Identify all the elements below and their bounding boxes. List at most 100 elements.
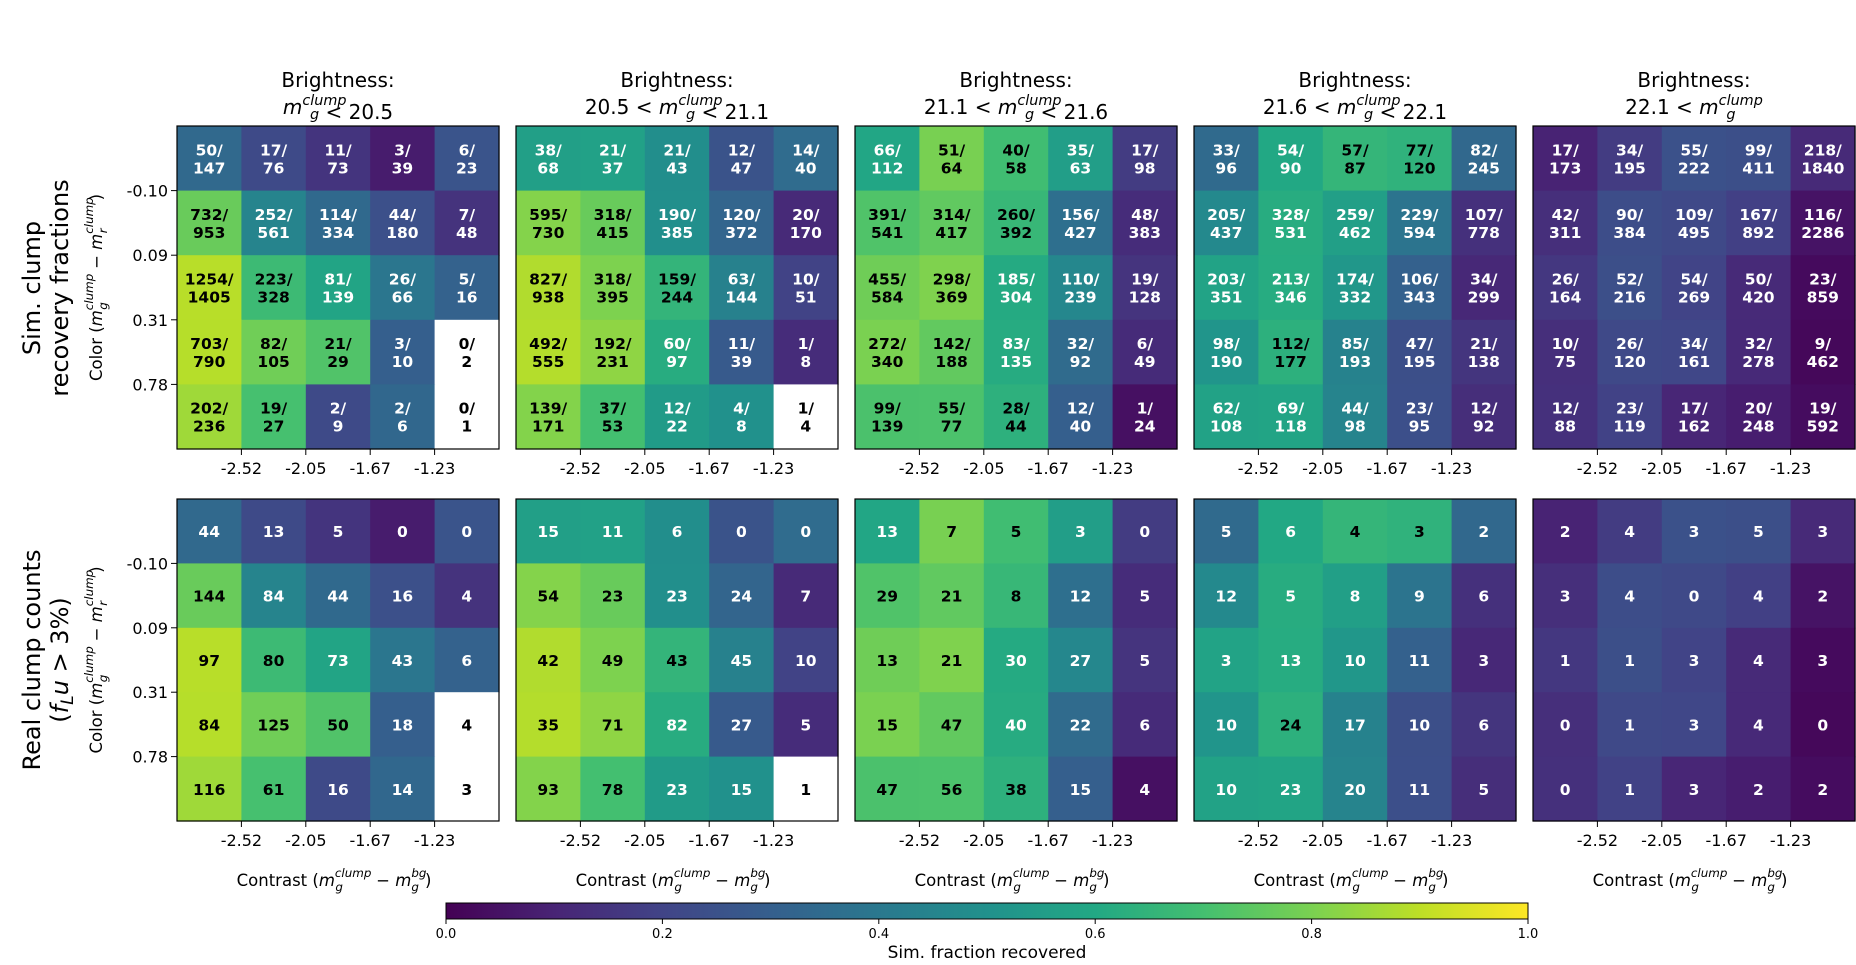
cell-value-numerator: 26/ [1616,335,1644,353]
sim-cell [1451,384,1517,450]
cell-count: 6 [1139,716,1150,734]
sim-cell [516,319,581,385]
cell-value-denominator: 138 [1468,353,1500,371]
sim-cell [1048,319,1114,385]
real-cell [370,627,436,693]
cell-count: 49 [602,652,624,670]
panel-title-line2: mclump g < 20.5 [283,93,393,124]
sim-cell [709,255,775,321]
cell-value-denominator: 1 [461,418,472,436]
sim-heatmap-5: 17/173 34/195 55/222 99/411 218/1840 42/311 90… [1532,125,1856,478]
cell-value-numerator: 35/ [1067,141,1095,159]
sim-cell [1194,190,1259,256]
sim-cell [1533,384,1598,450]
cell-count: 15 [731,781,753,799]
sim-cell [434,384,500,450]
real-cell [1597,756,1663,822]
cell-value-denominator: 164 [1549,289,1582,307]
cell-count: 13 [876,652,898,670]
sim-heatmap-1: 50/14717/7611/733/396/23732/953252/56111… [82,125,500,478]
cell-value-numerator: 272/ [868,335,906,353]
real-cell [1597,692,1663,758]
y-tick-label: 0.09 [132,246,168,265]
cell-count: 8 [1350,588,1361,606]
real-cell [1387,627,1453,693]
x-tick-label: -1.67 [1705,459,1746,478]
cell-value-numerator: 38/ [535,141,563,159]
x-tick-label: -2.52 [221,459,262,478]
cell-value-numerator: 298/ [933,271,971,289]
cell-value-denominator: 859 [1807,289,1839,307]
cell-value-denominator: 340 [871,353,904,371]
cell-count: 6 [1478,716,1489,734]
cell-count: 144 [193,588,226,606]
cell-count: 4 [461,716,472,734]
x-tick-label: -2.52 [1238,459,1279,478]
cell-value-numerator: 12/ [1067,400,1095,418]
cell-value-denominator: 395 [596,289,628,307]
x-tick-label: -1.23 [1770,459,1811,478]
real-cell [177,692,242,758]
cell-count: 13 [1280,652,1302,670]
cell-count: 1 [800,781,811,799]
cell-count: 2 [1478,523,1489,541]
cell-value-numerator: 26/ [1552,271,1580,289]
panel-frame [854,498,1178,822]
sim-cell [1387,126,1453,192]
colorbar-label: Sim. fraction recovered [888,943,1087,963]
cell-value-denominator: 778 [1468,224,1500,242]
sim-cell [919,384,985,450]
sim-cell [855,190,920,256]
sim-cell [1533,190,1598,256]
x-tick-label: -2.05 [963,459,1004,478]
real-cell [1258,756,1324,822]
sim-cell [370,319,436,385]
cell-value-numerator: 202/ [190,400,228,418]
sim-cell [1322,126,1388,192]
x-tick-label: -2.52 [1238,831,1279,850]
panel-frame [854,125,1178,450]
cell-count: 10 [795,652,817,670]
x-tick-label: -1.67 [688,831,729,850]
cell-value-denominator: 119 [1613,418,1645,436]
cell-count: 10 [1344,652,1366,670]
cell-value-denominator: 427 [1064,224,1096,242]
sim-cell [1048,384,1114,450]
sim-cell [1661,190,1727,256]
real-cell [580,756,646,822]
cell-value-numerator: 47/ [1406,335,1434,353]
cell-value-denominator: 392 [1000,224,1032,242]
cell-value-numerator: 77/ [1406,141,1434,159]
cell-value-numerator: 19/ [260,400,288,418]
real-cell [919,563,985,629]
real-cell [773,563,839,629]
x-tick-label: -1.67 [1027,831,1068,850]
x-tick-label: -2.52 [899,459,940,478]
colorbar-tick-label: 0.6 [1085,927,1106,942]
cell-value-denominator: 385 [661,224,693,242]
cell-value-denominator: 351 [1210,289,1242,307]
cell-value-denominator: 730 [532,224,565,242]
real-cell [773,756,839,822]
cell-count: 54 [537,588,559,606]
x-tick-label: -2.52 [1577,831,1618,850]
sim-cell [644,126,710,192]
cell-value-numerator: 50/ [1745,271,1773,289]
cell-value-denominator: 372 [725,224,757,242]
real-cell [370,499,436,564]
panel-title-line2: 21.6 < mclump g < 22.1 [1263,93,1447,124]
x-tick-label: -2.05 [963,831,1004,850]
x-tick-label: -2.52 [899,831,940,850]
sim-cell [1597,126,1663,192]
cell-value-denominator: 37 [602,159,624,177]
cell-value-numerator: 106/ [1400,271,1438,289]
cell-value-numerator: 23/ [1406,400,1434,418]
cell-count: 0 [1560,781,1571,799]
cell-count: 10 [1409,716,1431,734]
cell-count: 3 [1817,652,1828,670]
cell-count: 9 [1414,588,1425,606]
cell-value-numerator: 0/ [459,400,476,418]
cell-value-numerator: 1/ [1137,400,1154,418]
cell-value-numerator: 20/ [792,206,820,224]
cell-count: 21 [941,652,963,670]
